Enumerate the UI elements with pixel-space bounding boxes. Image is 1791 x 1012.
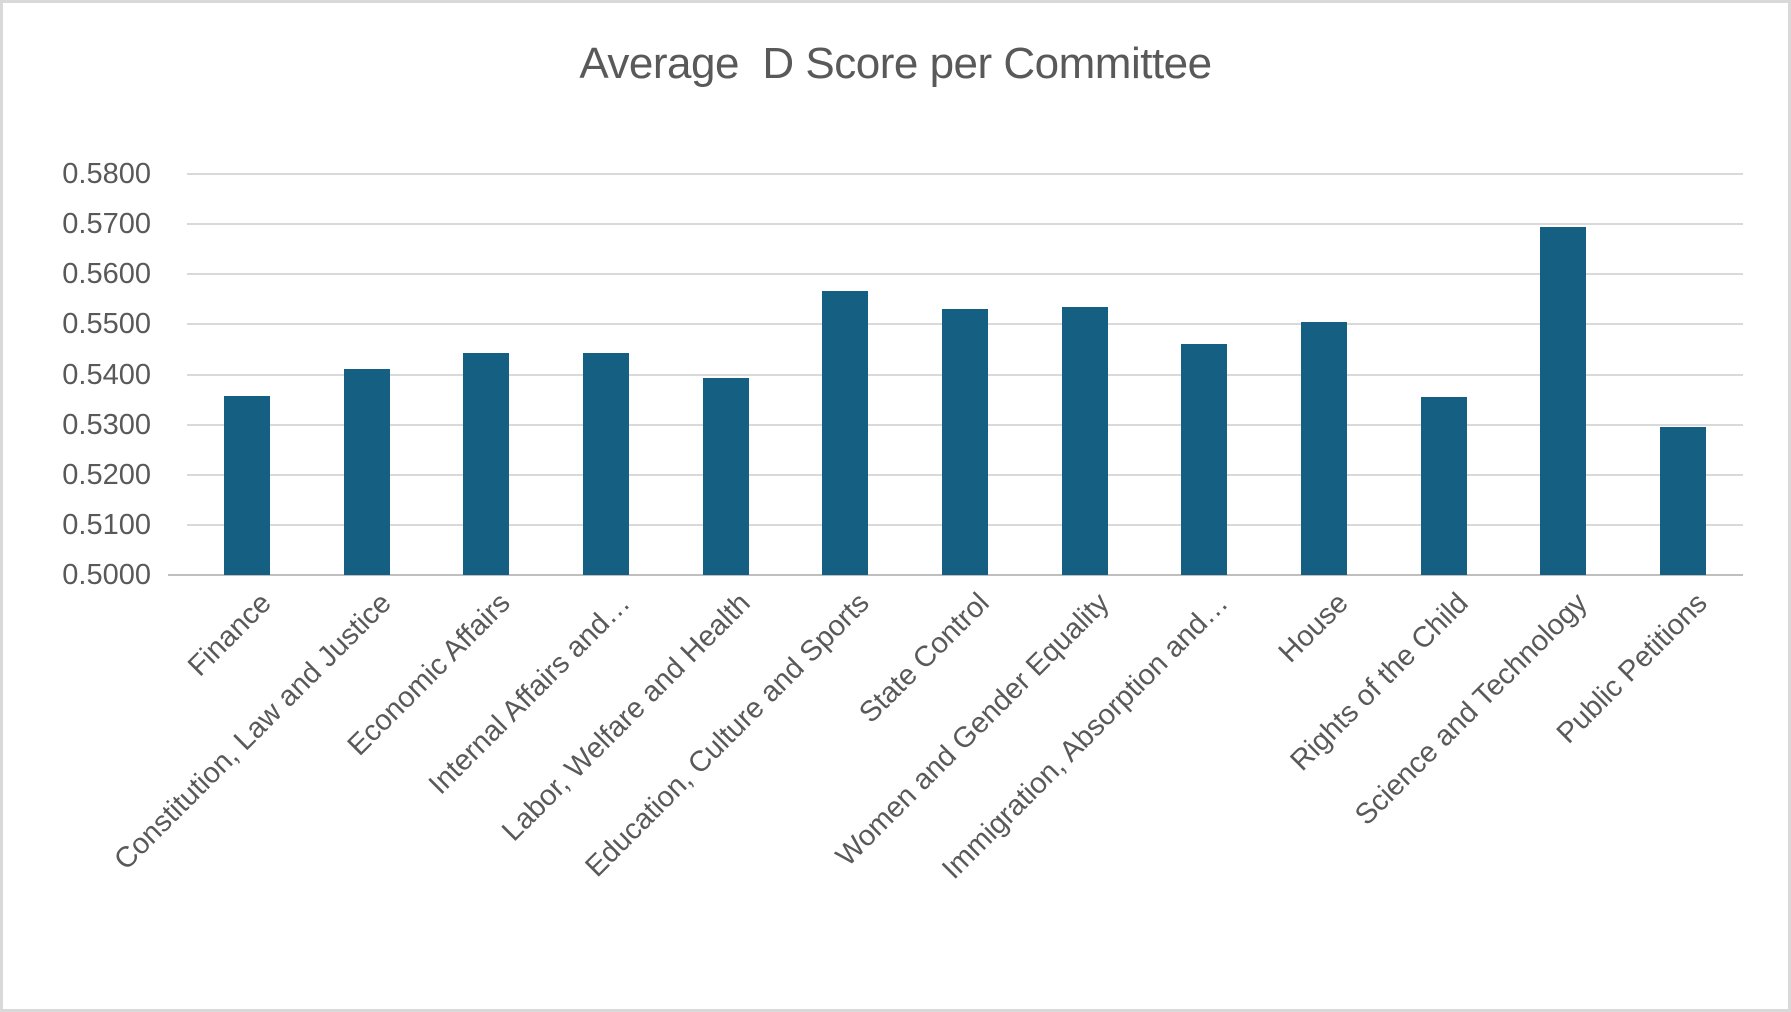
x-axis-line	[168, 574, 1743, 576]
y-axis-label: 0.5800	[62, 158, 151, 190]
plot-area	[168, 173, 1743, 576]
bar	[822, 291, 869, 575]
bar	[1301, 321, 1348, 575]
bar	[582, 353, 629, 575]
chart-title: Average D Score per Committee	[579, 39, 1212, 88]
bar	[343, 368, 390, 575]
bar	[1420, 396, 1467, 575]
bar	[1540, 227, 1587, 575]
y-axis-label: 0.5400	[62, 358, 151, 391]
y-axis-label: 0.5000	[62, 559, 151, 591]
bar	[223, 395, 270, 575]
y-axis-label: 0.5600	[62, 258, 151, 291]
y-axis-label: 0.5500	[62, 308, 151, 341]
y-axis-label: 0.5200	[62, 458, 151, 491]
bar	[942, 309, 988, 575]
gridline	[187, 173, 1743, 175]
bar	[1660, 426, 1707, 575]
bar	[702, 377, 749, 575]
gridline	[187, 273, 1743, 276]
bar	[1181, 344, 1228, 575]
y-axis-label: 0.5300	[62, 408, 151, 441]
gridline	[187, 223, 1743, 226]
bar	[463, 353, 510, 575]
y-axis-label: 0.5700	[62, 208, 151, 241]
bar	[1061, 306, 1108, 575]
y-axis-label: 0.5100	[62, 508, 151, 541]
